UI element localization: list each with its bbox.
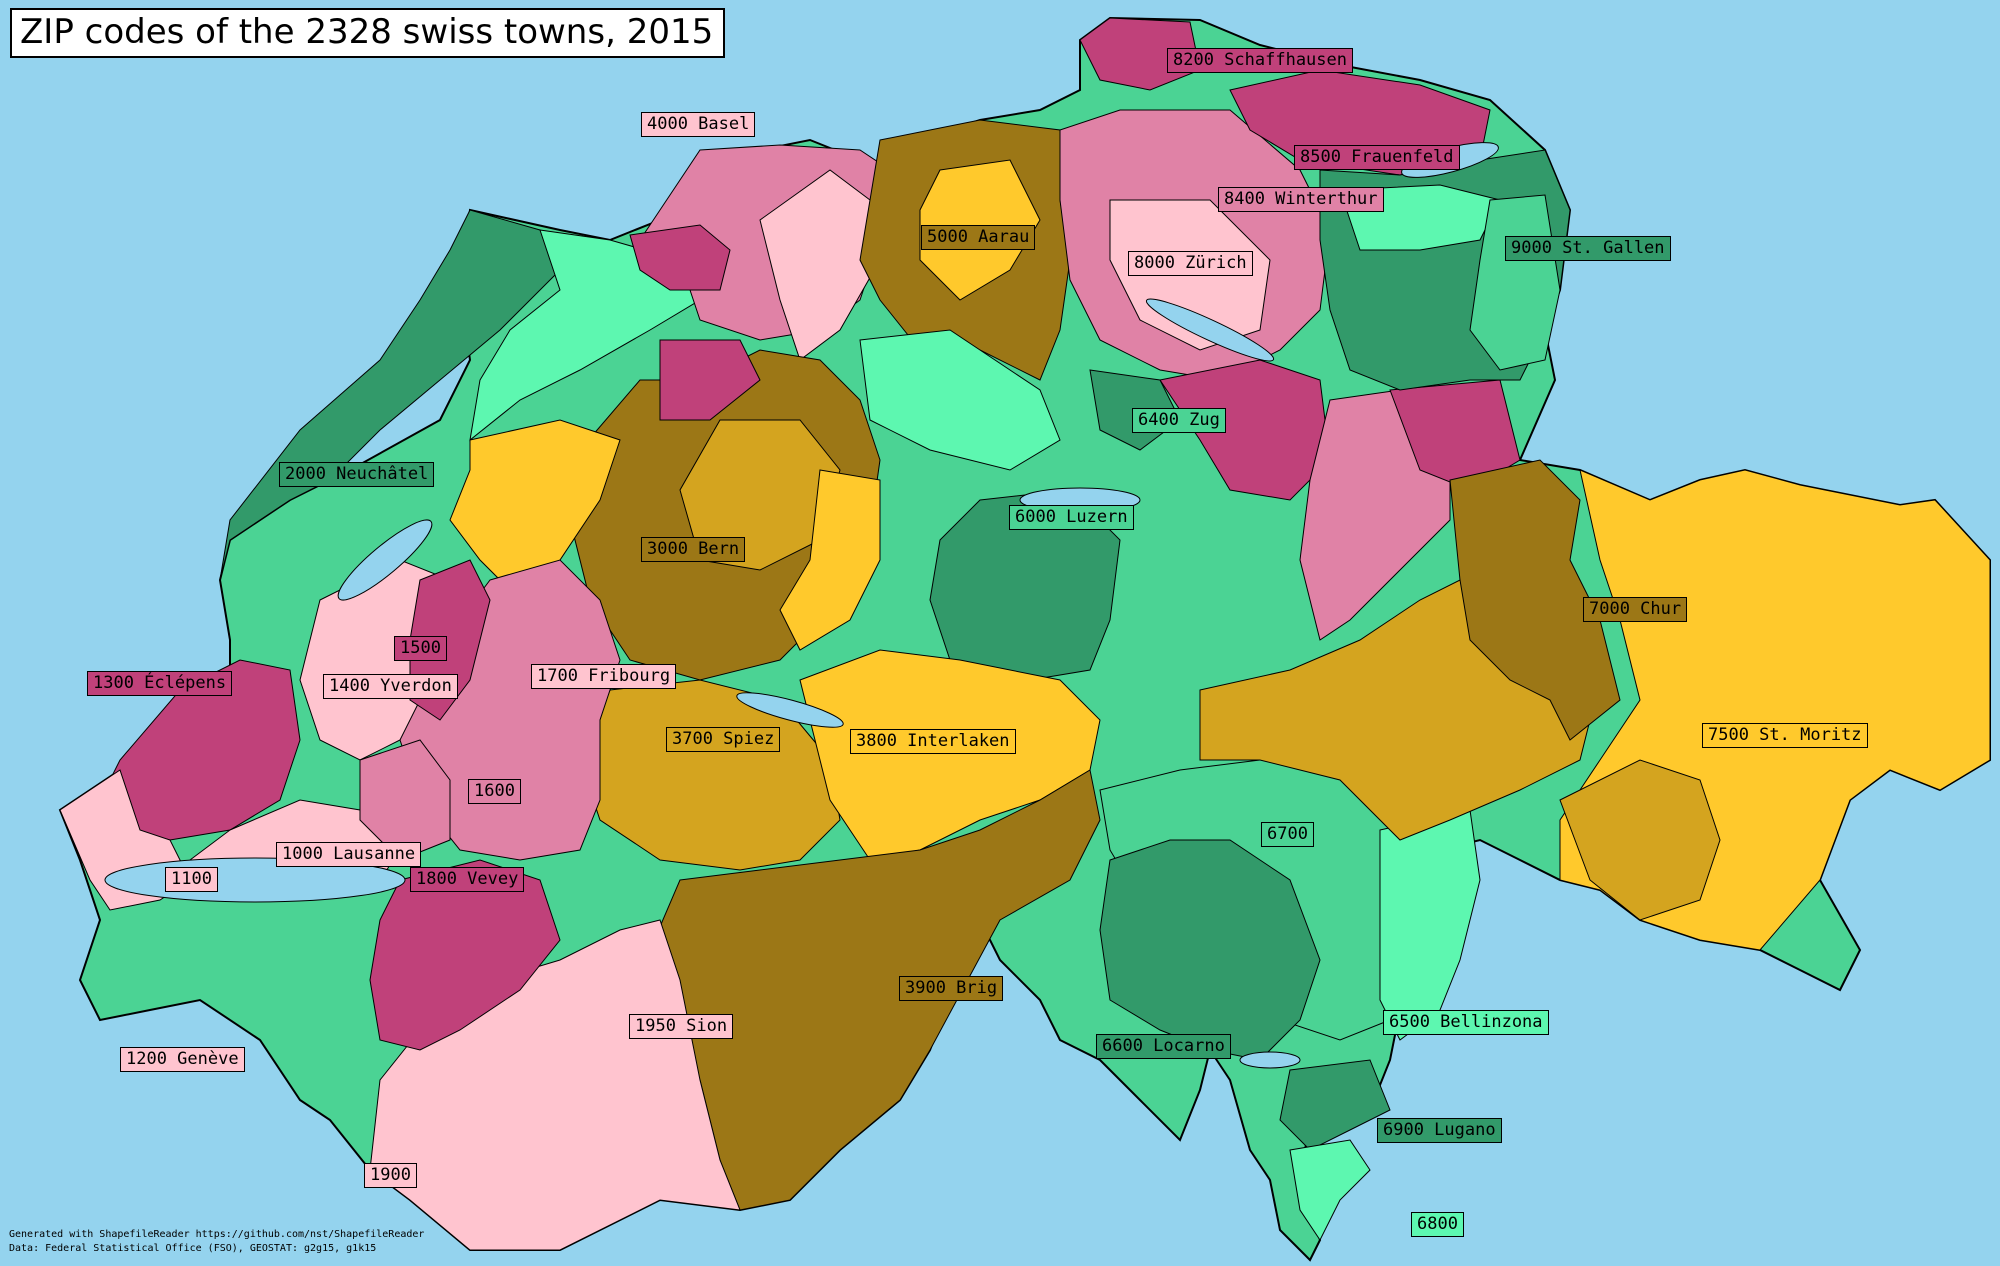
label-5000-aarau: 5000 Aarau — [921, 225, 1036, 250]
map-title: ZIP codes of the 2328 swiss towns, 2015 — [10, 8, 726, 58]
label-1700-fribourg: 1700 Fribourg — [531, 664, 677, 689]
region-bern-dark-yellow — [679, 419, 841, 571]
label-1200-geneve: 1200 Genève — [120, 1047, 245, 1072]
region-6900-lugano — [1279, 1059, 1391, 1151]
region-basel-dark-pink — [629, 224, 731, 291]
region-biel-dark-pink — [659, 339, 761, 421]
region-chur-brown — [1449, 459, 1621, 741]
label-6400-zug: 6400 Zug — [1132, 408, 1226, 433]
region-bern-yellow-east — [779, 469, 881, 651]
label-1300-eclepens: 1300 Éclépens — [87, 671, 233, 696]
label-7500-st-moritz: 7500 St. Moritz — [1702, 723, 1868, 748]
region-6800-light-green — [1289, 1139, 1371, 1241]
label-3800-interlaken: 3800 Interlaken — [850, 729, 1016, 754]
label-8200-schaffhausen: 8200 Schaffhausen — [1167, 48, 1353, 73]
label-7000-chur: 7000 Chur — [1583, 597, 1688, 622]
label-6700: 6700 — [1261, 822, 1314, 847]
label-6500-bellinzona: 6500 Bellinzona — [1383, 1010, 1549, 1035]
label-1100: 1100 — [165, 867, 218, 892]
label-6600-locarno: 6600 Locarno — [1096, 1034, 1231, 1059]
label-3700-spiez: 3700 Spiez — [666, 727, 781, 752]
label-1800-vevey: 1800 Vevey — [410, 867, 525, 892]
region-basel-light-pink — [759, 169, 881, 361]
label-1900: 1900 — [364, 1163, 417, 1188]
label-3000-bern: 3000 Bern — [641, 537, 746, 562]
label-1950-sion: 1950 Sion — [629, 1014, 734, 1039]
label-4000-basel: 4000 Basel — [641, 112, 756, 137]
label-9000-st-gallen: 9000 St. Gallen — [1505, 236, 1671, 261]
label-6800: 6800 — [1411, 1212, 1464, 1237]
region-1600-mid-pink — [359, 739, 451, 861]
region-6500-bellinzona — [1379, 809, 1481, 1041]
label-8400-winterthur: 8400 Winterthur — [1218, 187, 1384, 212]
region-2000-neuchatel — [219, 209, 581, 581]
lake-zurich — [1145, 298, 1275, 362]
region-6600-locarno — [1099, 839, 1321, 1061]
region-engadin-dark-yellow — [1559, 759, 1721, 921]
lake-thun — [736, 692, 844, 728]
label-3900-brig: 3900 Brig — [899, 976, 1004, 1001]
footer-generated-line: Generated with ShapefileReader https://g… — [9, 1229, 425, 1240]
map-footer: Generated with ShapefileReader https://g… — [9, 1228, 424, 1256]
label-1600: 1600 — [468, 779, 521, 804]
label-1400-yverdon: 1400 Yverdon — [323, 674, 458, 699]
label-1500: 1500 — [394, 636, 447, 661]
label-6900-lugano: 6900 Lugano — [1377, 1118, 1502, 1143]
region-light-green-central — [859, 329, 1061, 471]
label-8000-zurich: 8000 Zürich — [1128, 251, 1253, 276]
label-1000-lausanne: 1000 Lausanne — [276, 842, 422, 867]
footer-data-source-line: Data: Federal Statistical Office (FSO), … — [9, 1243, 377, 1254]
lake-maggiore — [1239, 1051, 1301, 1069]
label-2000-neuchatel: 2000 Neuchâtel — [279, 462, 435, 487]
lake-neuchatel — [337, 519, 433, 601]
label-8500-frauenfeld: 8500 Frauenfeld — [1294, 145, 1460, 170]
label-6000-luzern: 6000 Luzern — [1009, 505, 1134, 530]
